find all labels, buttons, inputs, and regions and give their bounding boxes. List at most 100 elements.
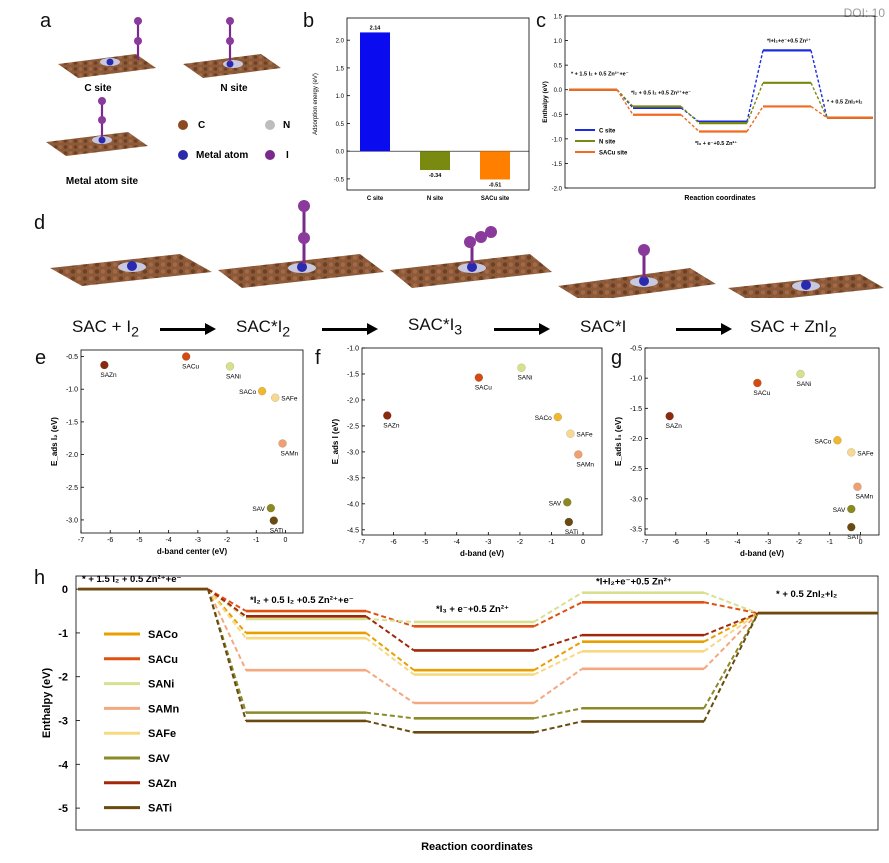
chart-h-connector [365, 637, 415, 676]
site-label-c: C site [84, 83, 112, 94]
chart-h-ytick-label: -1 [58, 628, 68, 640]
chart-c-ytick-label: 0.5 [554, 64, 563, 70]
legend-label-metal: Metal atom [196, 150, 248, 161]
scatter-point [266, 503, 276, 513]
scatter-point-label: SAZn [383, 423, 400, 430]
scatter-xtick-label: 0 [284, 537, 288, 544]
scatter-xtick-label: -2 [796, 539, 802, 546]
d-structure-1 [50, 254, 212, 286]
scatter-ytick-label: -4.5 [347, 527, 359, 534]
chart-h-connector [533, 668, 583, 704]
scatter-point [847, 448, 856, 457]
chart-b-adsorption-energy: 2.0 1.5 1.0 0.5 0.0 -0.5 Adsorption energy (eV… [313, 17, 530, 202]
chart-c-ytick-label: -1.5 [552, 162, 563, 168]
scatter-ytick-label: -0.5 [630, 346, 642, 353]
scatter-xtick-label: -4 [166, 537, 172, 544]
scatter-ytick-label: -1.5 [347, 371, 359, 378]
scatter-xtick-label: -1 [827, 539, 833, 546]
panel-label-d: d [34, 212, 46, 234]
chart-h-annotation: *I+I₂+e⁻+0.5 Zn²⁺ [596, 577, 672, 588]
chart-c-annotation: *I+I₂+e⁻+0.5 Zn²⁺ [767, 37, 811, 44]
chart-h-connector [703, 612, 759, 653]
chart-c-ytick-label: -1.0 [552, 137, 563, 143]
chart-h-connector [703, 612, 759, 643]
scatter-point [753, 378, 762, 388]
chart-h-connector [533, 650, 583, 676]
chart-h-connector [365, 669, 415, 704]
chart-h-connector [703, 601, 759, 615]
scatter-xtick-label: -5 [136, 537, 142, 544]
legend-label-i: I [286, 150, 289, 161]
chart-b-value-label: 2.14 [370, 25, 382, 31]
panel-a-structures: C site N site Metal atom site C N Metal … [46, 17, 290, 187]
scatter-point [271, 393, 280, 402]
scatter-xlabel: d-band (eV) [740, 549, 784, 558]
scatter-point-label: SACo [239, 389, 256, 396]
scatter-point [574, 450, 583, 459]
chart-h-connector [533, 707, 583, 720]
scatter-point-label: SATi [847, 534, 860, 541]
scatter-xtick-label: -7 [642, 539, 648, 546]
chart-h-legend-label: SANi [148, 679, 174, 691]
chart-h-connector [207, 588, 247, 612]
scatter-ytick-label: -2.0 [66, 452, 78, 459]
chart-c-connector [746, 50, 764, 122]
d-structure-4 [558, 244, 716, 298]
chart-b-bar [420, 151, 450, 171]
chart-h-legend-label: SAV [148, 753, 170, 765]
chart-h-connector [365, 719, 415, 734]
scatter-xtick-label: -4 [734, 539, 740, 546]
step-label-3: SAC*I3 [408, 315, 463, 339]
chart-h-connector [533, 634, 583, 652]
scatter-ytick-label: -4.0 [347, 501, 359, 508]
chart-h-annotation: *I₂ + 0.5 I₂ +0.5 Zn²⁺+e⁻ [250, 595, 354, 606]
scatter-point [566, 429, 575, 438]
chart-h-connector [365, 711, 415, 720]
chart-h-connector [207, 588, 247, 639]
chart-b-category-label: N site [427, 196, 444, 202]
chart-c-annotation: * + 1.5 I₂ + 0.5 Zn²⁺+e⁻ [571, 71, 629, 78]
chart-e-scatter: -7 -6 -5 -4 -3 -2 -1 0 -0.5 -1.0 -1.5 -2.0 -2.5 -3.0 d… [50, 349, 304, 556]
chart-c-annotation: * + 0.5 ZnI₂+I₂ [827, 100, 863, 106]
chart-h-connector [207, 588, 247, 671]
scatter-point-label: SAFe [576, 432, 593, 439]
chart-b-bar [360, 32, 390, 152]
chart-c-connector [810, 105, 828, 119]
chart-h-xlabel: Reaction coordinates [421, 841, 533, 853]
panel-label-c: c [536, 10, 546, 32]
chart-h-connector [533, 591, 583, 623]
chart-h-connector [365, 615, 415, 652]
chart-b-value-label: -0.34 [429, 173, 442, 179]
chart-h-connector [703, 612, 759, 670]
panel-label-f: f [315, 347, 321, 369]
scatter-xtick-label: -6 [390, 539, 396, 546]
scatter-ytick-label: -1.0 [630, 376, 642, 383]
scatter-xtick-label: 0 [859, 539, 863, 546]
scatter-xtick-label: -5 [422, 539, 428, 546]
chart-h-ytick-label: 0 [62, 584, 68, 596]
scatter-point-label: SANi [517, 375, 532, 382]
scatter-point-label: SACo [535, 415, 552, 422]
scatter-point-label: SATi [565, 529, 578, 536]
scatter-point [278, 439, 287, 448]
chart-h-ylabel: Enthalpy (eV) [41, 668, 53, 739]
chart-c-legend-label: SACu site [599, 151, 628, 157]
chart-c-legend-label: N site [599, 140, 616, 146]
chart-c-ytick-label: 0.0 [554, 88, 563, 94]
scatter-xtick-label: -1 [548, 539, 554, 546]
scatter-point [847, 504, 856, 514]
scatter-point-label: SAMn [576, 461, 594, 468]
scatter-ytick-label: -1.5 [630, 406, 642, 413]
chart-c-connector [810, 82, 828, 119]
d-structure-3 [390, 226, 552, 288]
scatter-point [100, 360, 109, 370]
d-structure-5 [728, 274, 884, 298]
chart-c-connector [680, 114, 700, 132]
scatter-xtick-label: -1 [253, 537, 259, 544]
scatter-point [564, 517, 574, 527]
scatter-xtick-label: -6 [107, 537, 113, 544]
chart-h-ytick-label: -2 [58, 672, 68, 684]
chart-h-ytick-label: -3 [58, 716, 68, 728]
scatter-ylabel: E_ads I (eV) [331, 418, 340, 464]
legend-dot-metal [178, 150, 188, 160]
